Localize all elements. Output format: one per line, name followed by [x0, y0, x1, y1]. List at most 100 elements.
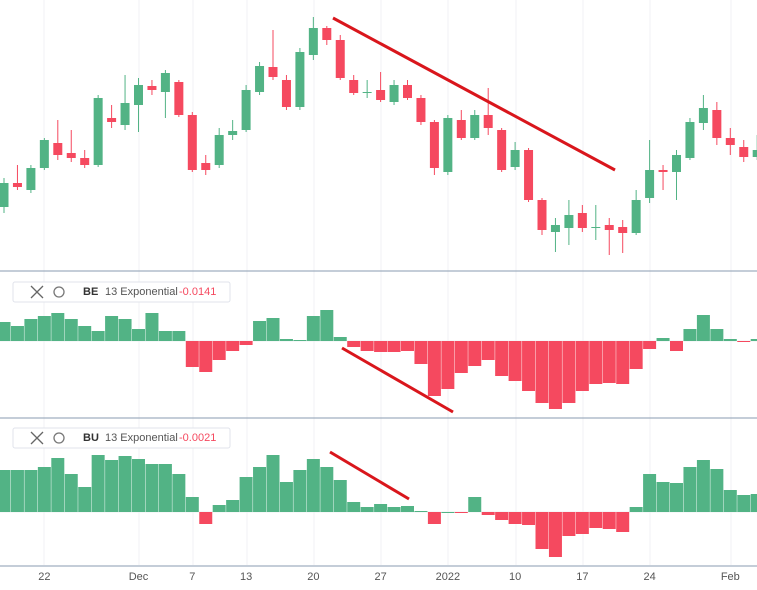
histogram-bar: [185, 341, 199, 367]
candle-body: [147, 86, 157, 90]
candle-body: [228, 131, 238, 135]
x-tick-label: 2022: [436, 571, 460, 583]
histogram-bar: [199, 341, 213, 372]
histogram-bar: [602, 341, 616, 383]
candle-body: [752, 150, 757, 157]
indicator-params: 13 Exponential: [105, 432, 178, 444]
histogram-bar: [0, 322, 11, 341]
indicator-params: 13 Exponential: [105, 286, 178, 298]
candle-body: [712, 110, 722, 138]
indicator-name: BU: [83, 432, 99, 444]
candle-body: [725, 138, 735, 145]
candle-body: [698, 108, 708, 123]
histogram-bar: [723, 490, 737, 512]
histogram-bar: [750, 494, 757, 512]
histogram-bar: [401, 341, 414, 351]
histogram-bar: [51, 313, 65, 341]
x-tick-label: 22: [38, 571, 50, 583]
histogram-bar: [360, 507, 374, 512]
histogram-bar: [387, 507, 401, 512]
candle-body: [281, 80, 291, 107]
histogram-bar: [199, 512, 213, 524]
histogram-bar: [643, 474, 657, 512]
histogram-bar: [158, 464, 172, 512]
histogram-bar: [51, 458, 65, 512]
x-tick-label: 7: [189, 571, 195, 583]
histogram-bar: [616, 341, 630, 384]
histogram-bar: [683, 467, 697, 512]
candle-body: [26, 168, 36, 190]
histogram-bar: [387, 341, 401, 352]
histogram-bar: [508, 341, 522, 381]
x-tick-label: 10: [509, 571, 521, 583]
histogram-bar: [279, 482, 293, 512]
histogram-bar: [508, 512, 522, 524]
candle-body: [308, 28, 318, 55]
histogram-bar: [616, 512, 630, 532]
histogram-bar: [37, 316, 51, 341]
histogram-bar: [132, 329, 145, 341]
candle-body: [160, 73, 170, 92]
settings-icon[interactable]: [53, 286, 65, 298]
candle-body: [658, 170, 668, 172]
x-tick-label: Feb: [721, 571, 740, 583]
candle-body: [362, 92, 372, 93]
candle-body: [335, 40, 345, 78]
histogram-bar: [548, 512, 562, 557]
histogram-bar: [374, 341, 388, 352]
candle-body: [645, 170, 655, 198]
histogram-bar: [656, 482, 670, 512]
candle-body: [107, 118, 117, 122]
histogram-bar: [212, 341, 226, 360]
histogram-bar: [226, 341, 240, 351]
histogram-bar: [683, 329, 697, 341]
x-tick-label: 27: [374, 571, 386, 583]
candle-body: [376, 90, 386, 100]
candle-body: [443, 118, 453, 172]
histogram-bar: [468, 497, 482, 512]
histogram-bar: [427, 341, 441, 396]
candle-body: [187, 115, 197, 170]
histogram-bar: [750, 339, 757, 341]
candle-body: [591, 227, 601, 228]
histogram-bar: [306, 316, 320, 341]
candle-body: [214, 135, 224, 165]
histogram-bar: [37, 467, 51, 512]
histogram-bar: [10, 470, 24, 512]
histogram-bar: [670, 483, 683, 512]
candle-body: [295, 52, 305, 107]
indicator-name: BE: [83, 286, 98, 298]
histogram-bar: [441, 341, 455, 389]
candle-body: [631, 200, 641, 233]
x-tick-label: 13: [240, 571, 252, 583]
histogram-bar: [495, 341, 509, 376]
histogram-bar: [279, 339, 293, 341]
histogram-bar: [239, 341, 253, 345]
candle-body: [241, 90, 251, 130]
candle-body: [429, 122, 439, 168]
histogram-bar: [481, 341, 495, 360]
candle-body: [0, 183, 9, 207]
histogram-bar: [64, 319, 78, 341]
candle-body: [174, 82, 184, 115]
histogram-bar: [589, 341, 603, 384]
settings-icon[interactable]: [53, 432, 65, 444]
candle-body: [456, 120, 466, 138]
close-icon[interactable]: [30, 431, 44, 445]
histogram-bar: [441, 512, 455, 513]
histogram-bar: [118, 456, 132, 512]
close-icon[interactable]: [30, 285, 44, 299]
histogram-bar: [24, 470, 38, 512]
histogram-bar: [0, 470, 11, 512]
candle-body: [39, 140, 49, 168]
x-tick-label: Dec: [129, 571, 149, 583]
candle-body: [537, 200, 547, 230]
histogram-bar: [481, 512, 495, 515]
histogram-bar: [414, 341, 428, 364]
histogram-bar: [427, 512, 441, 524]
histogram-bar: [91, 331, 105, 341]
candle-body: [604, 225, 614, 230]
candle-body: [483, 115, 493, 128]
histogram-bar: [172, 331, 186, 341]
histogram-bar: [575, 341, 589, 391]
